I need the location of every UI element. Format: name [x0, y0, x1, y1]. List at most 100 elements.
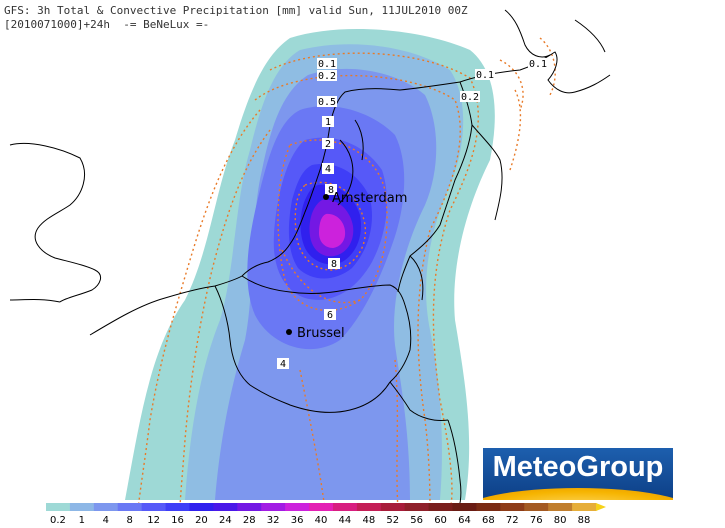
- contour-label-text: 4: [280, 359, 286, 370]
- legend-overflow-arrow: [596, 503, 606, 511]
- benelux-coast: [241, 81, 461, 277]
- precip-field: [125, 28, 495, 501]
- legend-label: 80: [554, 515, 567, 526]
- legend-label: 32: [267, 515, 280, 526]
- legend-swatch: [524, 503, 549, 511]
- city-label: Amsterdam: [332, 191, 407, 206]
- contour-south-2: [394, 359, 399, 511]
- legend-label: 88: [578, 515, 591, 526]
- legend-swatch: [237, 503, 262, 511]
- contour-label: 0.5: [317, 96, 337, 108]
- contour-label-text: 1: [325, 117, 331, 128]
- germany-north-coast: [459, 51, 611, 94]
- legend-label: 44: [339, 515, 352, 526]
- contour-label: 8: [325, 184, 337, 196]
- map-subtitle: [2010071000]+24h -= BeNeLux =-: [4, 18, 210, 31]
- legend-swatch: [117, 503, 143, 511]
- meteogroup-logo: MeteoGroup: [483, 448, 673, 500]
- netherlands-border: [397, 81, 473, 293]
- legend-label: 68: [482, 515, 495, 526]
- city-marker: [323, 194, 329, 200]
- legend-label: 40: [315, 515, 328, 526]
- contour-lines: [137, 37, 556, 511]
- contour-label: 0.1: [317, 58, 337, 70]
- contour-label: 6: [324, 309, 336, 321]
- contour-south-1: [299, 369, 326, 511]
- logo-sun-arc: [483, 488, 673, 500]
- legend-label: 20: [195, 515, 208, 526]
- legend-swatch: [380, 503, 406, 511]
- contour-label-text: 8: [331, 259, 337, 270]
- legend-swatch: [46, 503, 71, 511]
- contour-label-text: 0.1: [476, 70, 494, 81]
- legend-colorbar: 0.2 1 4 8 12 16 20 24 28 32 36 40 44 48 52 56 60 64 68 72 76…: [46, 503, 606, 526]
- contour-label: 1: [322, 116, 334, 128]
- contour-label: 0.1: [475, 69, 495, 81]
- contour-label-text: 0.1: [529, 59, 547, 70]
- contour-north-east: [499, 37, 556, 171]
- legend-label: 60: [434, 515, 447, 526]
- city-amsterdam: Amsterdam: [323, 191, 407, 206]
- contour-label-text: 0.1: [318, 59, 336, 70]
- legend-swatch: [428, 503, 454, 511]
- city-brussel: Brussel: [286, 326, 345, 341]
- legend-swatch: [476, 503, 501, 511]
- contour-label-text: 0.2: [461, 92, 479, 103]
- contour-label-text: 8: [328, 185, 334, 196]
- contour-label-text: 2: [325, 139, 331, 150]
- legend-swatch: [548, 503, 573, 511]
- precip-zone-32mm: [319, 213, 346, 248]
- legend-label: 76: [530, 515, 543, 526]
- france-border: [214, 285, 391, 413]
- belgium-border: [241, 275, 412, 383]
- contour-label: 8: [328, 258, 340, 270]
- contour-0-2: [254, 74, 461, 511]
- denmark-coast: [504, 9, 606, 58]
- legend-label: 1: [79, 515, 85, 526]
- legend-swatch: [93, 503, 119, 511]
- legend-swatch: [141, 503, 167, 511]
- legend-swatch: [309, 503, 334, 511]
- legend-swatch: [189, 503, 214, 511]
- contour-label: 4: [322, 163, 334, 175]
- legend-swatch: [404, 503, 430, 511]
- legend-swatch: [285, 503, 310, 511]
- city-marker: [286, 329, 292, 335]
- legend-swatch: [452, 503, 477, 511]
- contour-label: 0.2: [317, 70, 337, 82]
- legend-swatch: [261, 503, 286, 511]
- map-title: GFS: 3h Total & Convective Precipitation…: [4, 4, 468, 17]
- uk-coast: [9, 142, 102, 303]
- legend-swatch: [356, 503, 382, 511]
- legend-swatch: [213, 503, 238, 511]
- legend-swatch: [500, 503, 525, 511]
- legend-label: 36: [291, 515, 304, 526]
- legend-label: 0.2: [50, 515, 66, 526]
- legend-label: 12: [147, 515, 160, 526]
- legend-label: 64: [458, 515, 471, 526]
- contour-label-text: 4: [325, 164, 331, 175]
- legend-label: 72: [506, 515, 519, 526]
- contour-label: 0.2: [460, 91, 480, 103]
- contour-label: 4: [277, 358, 289, 370]
- contour-label-text: 0.5: [318, 97, 336, 108]
- contour-label: 2: [322, 138, 334, 150]
- contour-label-text: 6: [327, 310, 333, 321]
- legend-swatch: [69, 503, 95, 511]
- contour-2: [277, 139, 388, 312]
- legend-label: 56: [410, 515, 423, 526]
- city-label: Brussel: [297, 326, 345, 341]
- legend-label: 28: [243, 515, 256, 526]
- contour-1-west: [179, 129, 271, 511]
- contour-label-text: 0.2: [318, 71, 336, 82]
- logo-text: MeteoGroup: [492, 451, 664, 483]
- ijsselmeer: [337, 119, 364, 206]
- contour-8: [294, 181, 367, 271]
- contour-0-1: [269, 52, 479, 511]
- legend-label: 52: [386, 515, 399, 526]
- contour-0-5-west: [137, 109, 261, 511]
- legend-label: 8: [127, 515, 133, 526]
- coastlines-borders: [9, 9, 611, 511]
- luxembourg-border: [389, 381, 449, 421]
